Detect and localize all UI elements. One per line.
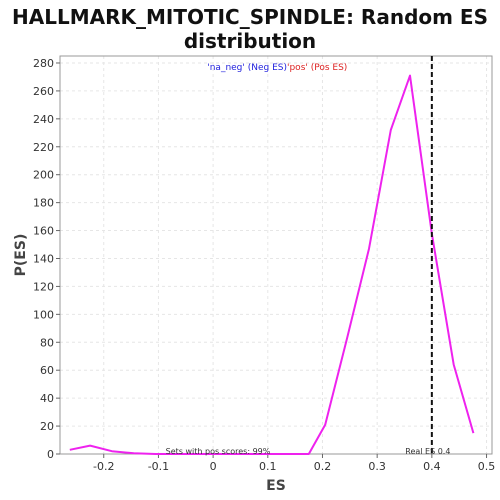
x-tick-label: 0.1 xyxy=(259,460,277,473)
real-es-label: Real ES 0.4 xyxy=(405,447,450,456)
series-layer xyxy=(69,74,475,455)
x-tick-label: 0.3 xyxy=(368,460,386,473)
y-tick-label: 100 xyxy=(33,308,54,321)
grid xyxy=(60,56,492,455)
y-axis-label: P(ES) xyxy=(13,234,29,277)
chart-title-line2: distribution xyxy=(184,29,316,53)
x-tick-label: -0.2 xyxy=(93,460,114,473)
y-tick-label: 40 xyxy=(40,392,54,405)
y-tick-label: 200 xyxy=(33,169,54,182)
x-axis-ticks: -0.2 -0.1 0 0.1 0.2 0.3 0.4 0.5 xyxy=(93,454,495,473)
x-tick-label: 0.2 xyxy=(314,460,332,473)
y-tick-label: 240 xyxy=(33,113,54,126)
x-tick-label: 0 xyxy=(210,460,217,473)
y-tick-label: 20 xyxy=(40,420,54,433)
y-tick-label: 120 xyxy=(33,280,54,293)
x-axis-label: ES xyxy=(266,478,286,494)
y-tick-label: 80 xyxy=(40,336,54,349)
y-tick-label: 280 xyxy=(33,57,54,70)
x-tick-label: 0.4 xyxy=(423,460,441,473)
chart-title-line1: HALLMARK_MITOTIC_SPINDLE: Random ES xyxy=(12,5,488,29)
legend-pos-label: 'pos' (Pos ES) xyxy=(287,63,347,73)
y-tick-label: 140 xyxy=(33,252,54,265)
y-axis-ticks: 0 20 40 60 80 100 120 140 160 180 200 220 240 260 280 xyxy=(33,57,60,461)
y-tick-label: 60 xyxy=(40,364,54,377)
legend-neg-label: 'na_neg' (Neg ES) xyxy=(207,63,287,73)
x-tick-label: 0.5 xyxy=(478,460,496,473)
y-tick-label: 180 xyxy=(33,197,54,210)
y-tick-label: 260 xyxy=(33,85,54,98)
es-distribution-line xyxy=(69,74,475,455)
y-tick-label: 0 xyxy=(47,448,54,461)
y-tick-label: 160 xyxy=(33,225,54,238)
x-tick-label: -0.1 xyxy=(148,460,169,473)
sets-pos-scores-annotation: Sets with pos scores: 99% xyxy=(166,447,271,456)
y-tick-label: 220 xyxy=(33,141,54,154)
